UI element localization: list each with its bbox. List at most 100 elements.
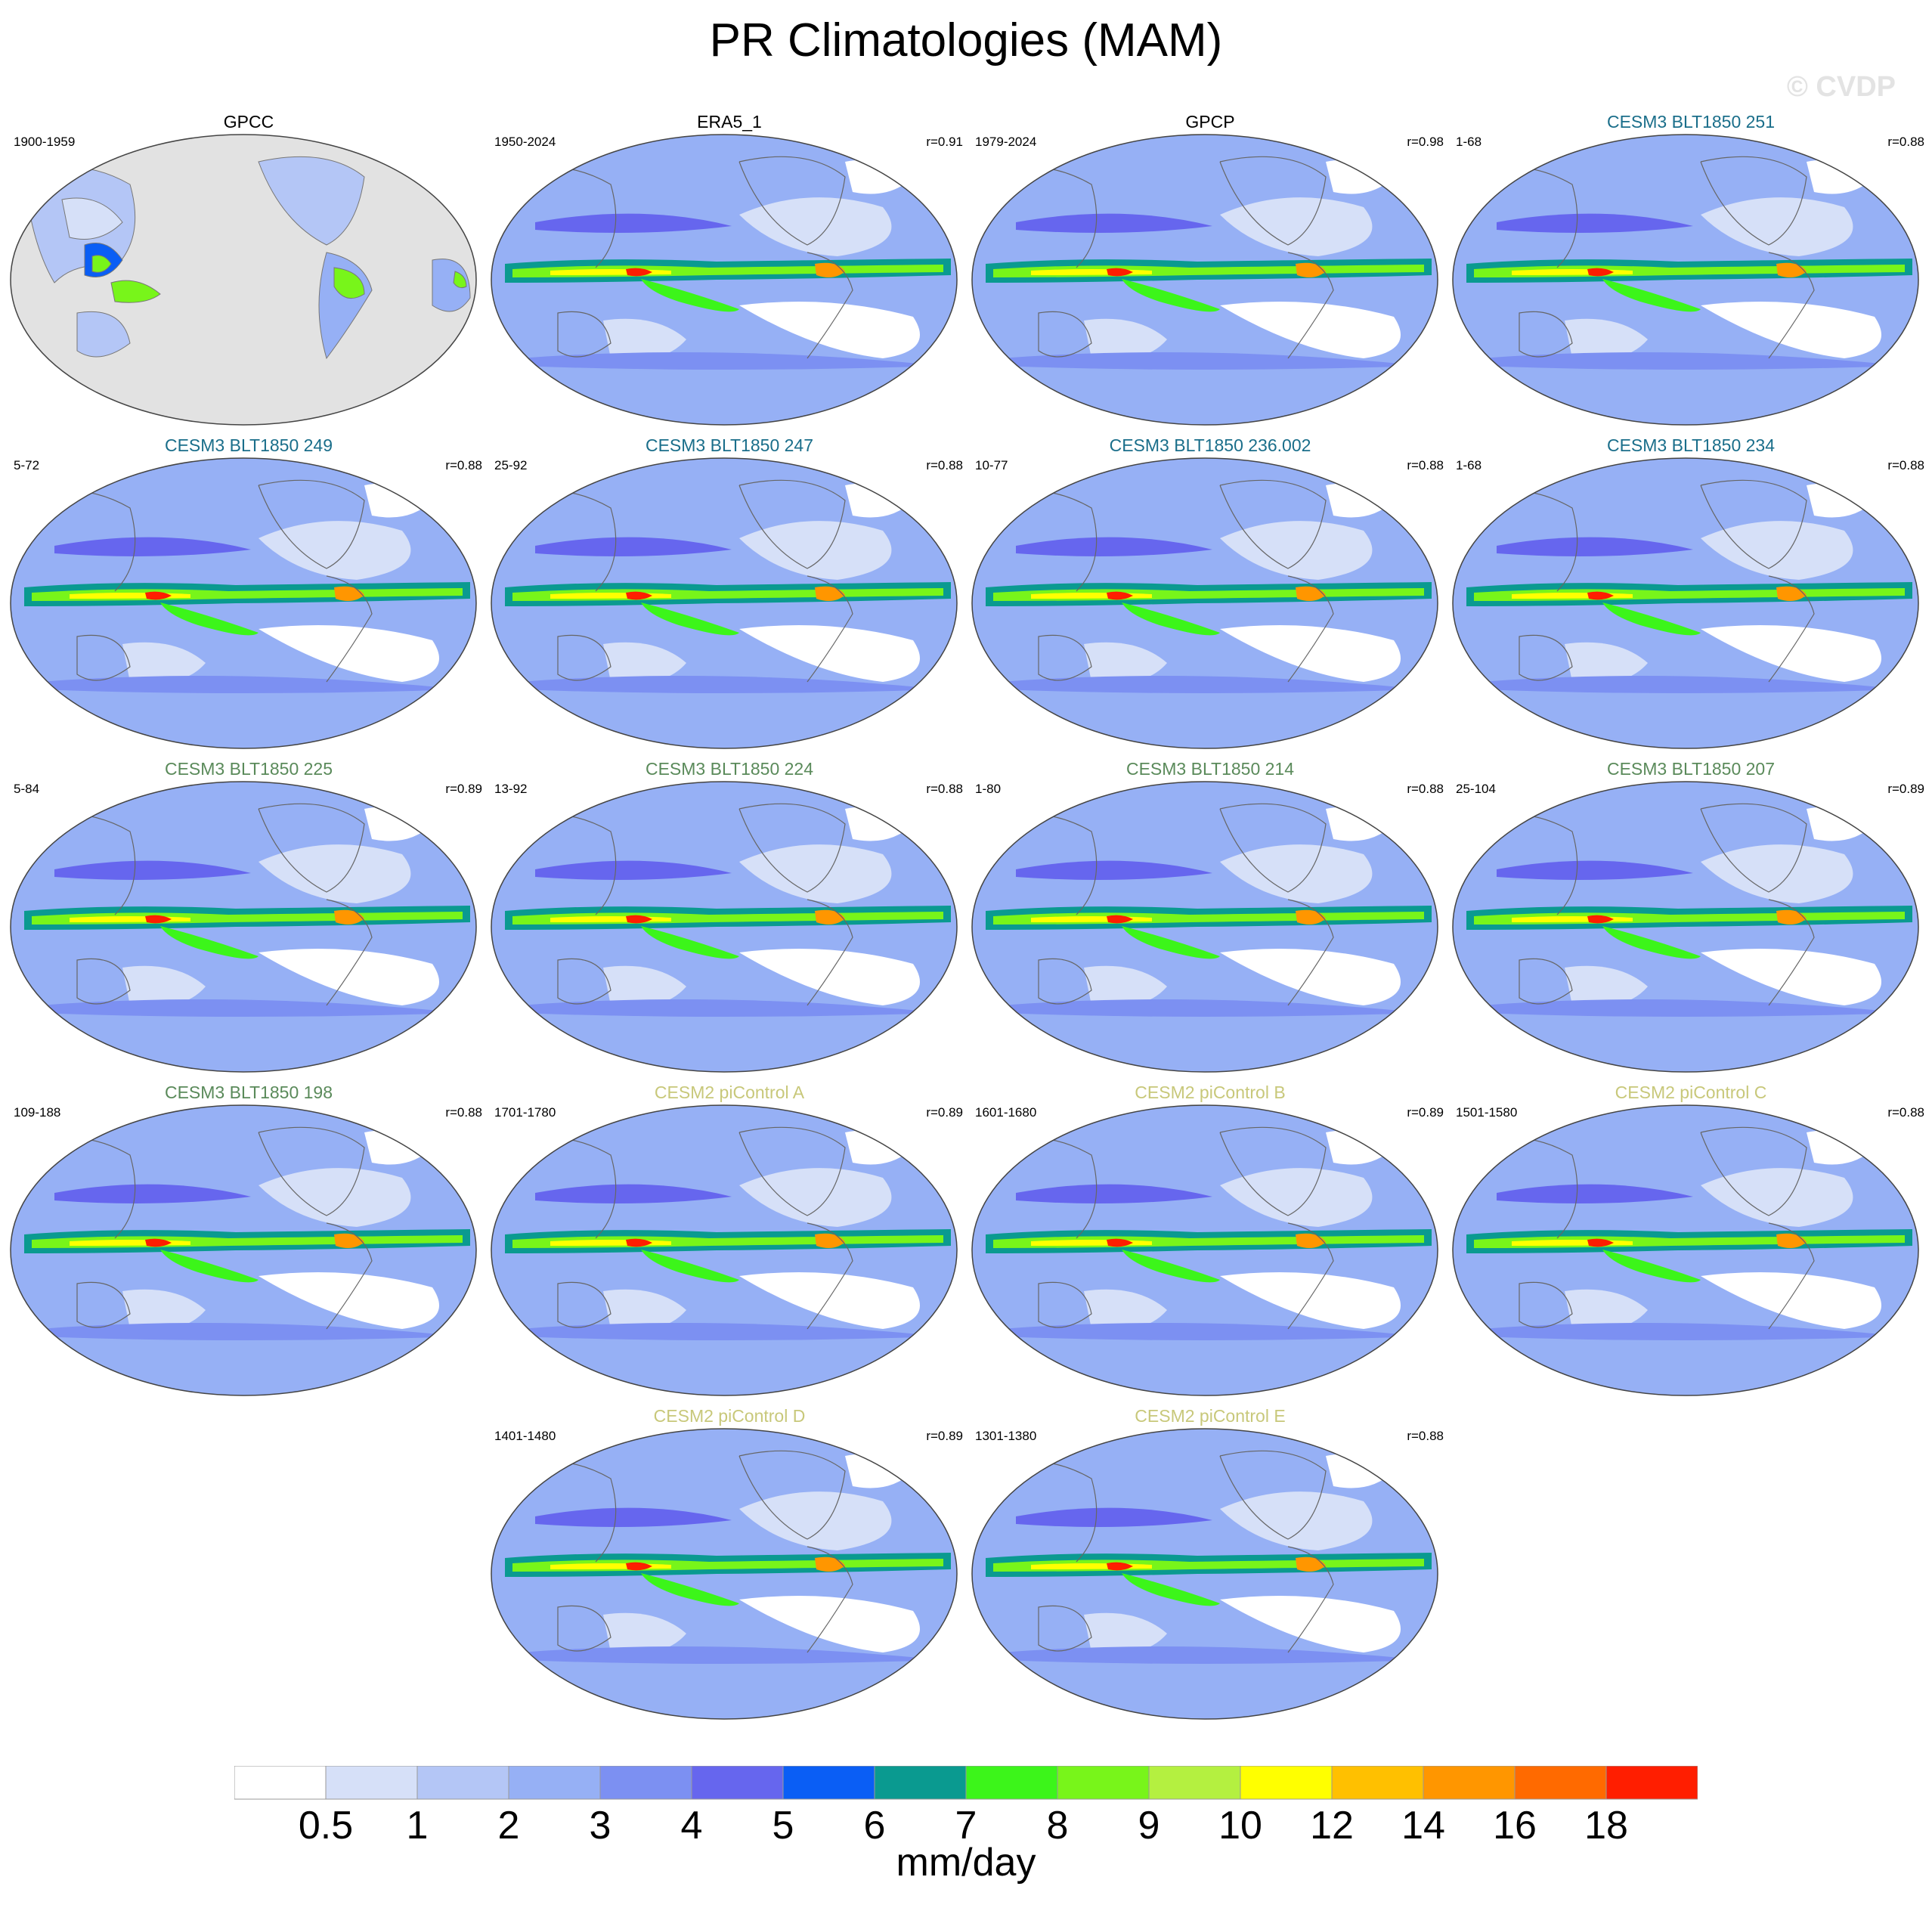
panel-title: CESM3 BLT1850 224 [645, 759, 814, 779]
map-panel: CESM2 piControl C 1501-1580 r=0.88 [1451, 1083, 1930, 1400]
colorbar-swatch [1240, 1766, 1333, 1800]
precip-contour-region [1565, 642, 1648, 684]
panel-correlation: r=0.88 [1887, 135, 1924, 149]
precip-contour-region [1107, 1238, 1133, 1247]
panel-years: 10-77 [975, 458, 1008, 472]
map-panel: CESM2 piControl A 1701-1780 r=0.89 [490, 1083, 969, 1400]
colorbar-swatch [874, 1766, 967, 1800]
precip-contour-region [641, 1573, 739, 1606]
panel-correlation: r=0.88 [1407, 458, 1444, 472]
map-border [10, 1104, 477, 1396]
map-border [971, 134, 1438, 426]
map-plot [971, 1104, 1438, 1396]
precip-contour-region [1220, 1272, 1401, 1329]
precip-contour-region [70, 1240, 190, 1246]
panel-years: 13-92 [494, 782, 528, 796]
coastline [76, 1281, 131, 1328]
precip-contour-region [520, 676, 943, 693]
panel-title: CESM3 BLT1850 251 [1606, 112, 1776, 132]
panel-years: 109-188 [14, 1105, 61, 1120]
coastline [258, 1126, 365, 1216]
precip-contour-region [1296, 586, 1326, 602]
precip-contour-region [1482, 1323, 1905, 1340]
precip-contour-region [626, 915, 652, 924]
precip-contour-region [39, 676, 463, 693]
coastline [1768, 1222, 1815, 1330]
precip-contour-region [70, 593, 190, 599]
coastline [1768, 899, 1815, 1006]
precip-contour-region [739, 197, 892, 256]
map-plot [10, 134, 477, 426]
colorbar-tick-label: 18 [1584, 1804, 1628, 1841]
colorbar-tick-label: 14 [1401, 1804, 1445, 1841]
precip-contour-region [1220, 1491, 1373, 1550]
precip-contour-region [550, 1240, 671, 1246]
panel-years: 1979-2024 [975, 135, 1037, 149]
land-precip-region [258, 156, 365, 246]
precip-contour-region [550, 269, 671, 275]
panel-years: 1701-1780 [494, 1105, 556, 1120]
precip-contour-region [1587, 915, 1614, 924]
map-border [491, 134, 958, 426]
map-border [491, 781, 958, 1073]
precip-contour-region [1220, 1168, 1373, 1227]
precip-contour-region [815, 1556, 845, 1572]
precip-contour-region [626, 1562, 652, 1571]
map-panel: CESM3 BLT1850 225 5-84 r=0.89 [9, 759, 488, 1076]
precip-contour-region [1776, 586, 1807, 602]
precip-contour-region [739, 949, 920, 1005]
map-panel: CESM3 BLT1850 224 13-92 r=0.88 [490, 759, 969, 1076]
map-panel: GPCP 1979-2024 r=0.98 [971, 112, 1450, 429]
land-precip-region [333, 267, 365, 299]
precip-contour-region [1701, 521, 1853, 580]
precip-contour-region [1776, 1233, 1807, 1249]
panel-grid: GPCC 1900-1959 ERA5_1 1950-2024 r=0.91 GPCP 19… [9, 112, 1930, 1720]
precip-contour-region [520, 999, 943, 1017]
precip-contour-region [1031, 593, 1152, 599]
map-plot [491, 457, 958, 749]
panel-years: 1900-1959 [14, 135, 76, 149]
map-border [1452, 781, 1919, 1073]
precip-contour-region [1220, 844, 1373, 903]
panel-years: 25-92 [494, 458, 528, 472]
precip-contour-region [1107, 1562, 1133, 1571]
precip-contour-region [1497, 1184, 1693, 1203]
precip-contour-region [259, 1168, 411, 1227]
precip-contour-region [1602, 926, 1701, 959]
precip-contour-region [1220, 625, 1401, 682]
coastline [1700, 803, 1807, 893]
precip-contour-region [1565, 318, 1648, 361]
colorbar-units-label: mm/day [896, 1841, 1036, 1885]
precip-contour-region [70, 916, 190, 922]
coastline [807, 252, 853, 359]
precip-contour-region [1512, 593, 1633, 599]
precip-contour-region [1001, 999, 1424, 1017]
map-border [10, 781, 477, 1073]
panel-title: CESM2 piControl C [1615, 1083, 1767, 1102]
precip-contour-region [641, 602, 739, 636]
precip-contour-region [1031, 916, 1152, 922]
coastline [1519, 958, 1573, 1005]
coastline [738, 1126, 846, 1216]
coastline [557, 1605, 611, 1652]
colorbar-swatch [782, 1766, 875, 1800]
precip-contour-region [520, 1646, 943, 1664]
panel-correlation: r=0.88 [926, 458, 963, 472]
map-border [1452, 134, 1919, 426]
watermark: © CVDP [1786, 71, 1896, 103]
panel-title: CESM3 BLT1850 236.002 [1109, 435, 1311, 455]
precip-contour-region [1107, 591, 1133, 600]
precip-contour-region [1084, 965, 1167, 1008]
precip-contour-region [1565, 965, 1648, 1008]
land-precip-region [76, 311, 131, 358]
precip-contour-region [535, 537, 732, 556]
panel-correlation: r=0.88 [445, 1105, 482, 1120]
precip-contour-region [1776, 909, 1807, 925]
panel-title: CESM2 piControl D [653, 1406, 806, 1426]
coastline [738, 156, 846, 246]
panel-years: 1601-1680 [975, 1105, 1037, 1120]
precip-contour-region [739, 844, 892, 903]
precip-contour-region [1016, 1507, 1212, 1527]
colorbar-tick-label: 16 [1493, 1804, 1537, 1841]
panel-title: CESM2 piControl B [1135, 1083, 1286, 1102]
